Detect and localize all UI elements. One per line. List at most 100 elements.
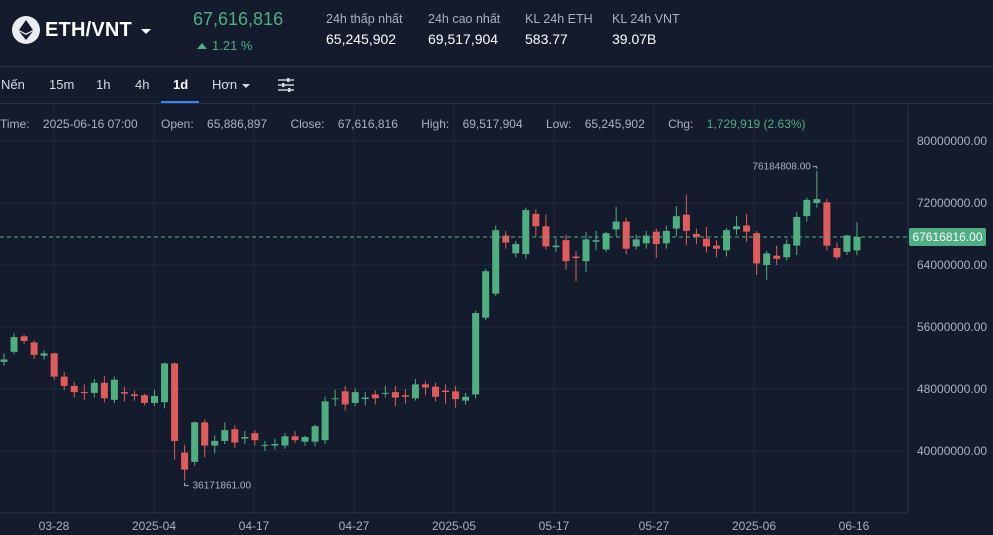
ohlc-open-value: 65,886,897: [207, 117, 268, 131]
ohlc-low: Low: 65,245,902: [546, 117, 655, 131]
candle-body: [502, 235, 510, 243]
ohlc-change: Chg: 1,729,919 (2.63%): [668, 117, 815, 131]
candle-body: [341, 391, 349, 405]
candle-body: [723, 230, 731, 251]
price-change: 1.21 %: [197, 38, 283, 53]
ohlc-close-value: 67,616,816: [337, 117, 398, 131]
candle-body: [0, 359, 8, 362]
last-price: 67,616,816: [193, 9, 284, 29]
candle-body: [542, 226, 550, 247]
candle-body: [672, 216, 680, 229]
candle-body: [110, 379, 118, 400]
stat-24h-low: 24h thấp nhất 65,245,902: [326, 12, 402, 47]
candle-body: [442, 390, 450, 393]
y-tick-label: 64000000.00: [917, 258, 987, 272]
candle-body: [60, 376, 68, 386]
stat-label: 24h thấp nhất: [326, 12, 403, 26]
stat-24h-high: 24h cao nhất 69,517,904: [428, 12, 500, 47]
ohlc-close-label: Close:: [290, 117, 325, 131]
candle-body: [592, 240, 600, 242]
price-change-pct: 1.21 %: [212, 38, 253, 53]
candle-body: [522, 209, 530, 255]
stat-value: 39.07B: [612, 31, 657, 47]
candle-body: [211, 440, 219, 446]
candle-body: [181, 452, 189, 470]
settings-sliders-icon[interactable]: [278, 78, 294, 92]
arrow-up-icon: [197, 42, 207, 49]
stat-label: 24h cao nhất: [428, 12, 501, 26]
ticker-header: ETH/VNT 67,616,816 1.21 % 24h thấp nhất …: [0, 0, 993, 67]
candle-body: [301, 437, 309, 442]
candle-body: [70, 385, 78, 393]
candle-body: [361, 397, 369, 400]
candle-body: [843, 235, 851, 252]
chevron-down-icon: [242, 83, 251, 88]
x-tick-label: 05-27: [639, 519, 670, 533]
max-price-label: 76184808.00: [752, 162, 811, 173]
pair-selector[interactable]: ETH/VNT: [12, 16, 151, 44]
candle-body: [291, 436, 299, 441]
candle-body: [311, 426, 319, 442]
tab-15m[interactable]: 15m: [49, 77, 75, 92]
candle-body: [281, 436, 289, 446]
candle-body: [261, 444, 269, 446]
candle-body: [161, 363, 169, 403]
candle-body: [251, 433, 259, 441]
candle-body: [171, 363, 179, 441]
candle-body: [552, 245, 560, 248]
candle-body: [432, 386, 440, 397]
candle-body: [783, 244, 791, 258]
candle-body: [702, 238, 710, 247]
ohlc-close: Close: 67,616,816: [290, 117, 407, 131]
tab-4h[interactable]: 4h: [135, 77, 150, 92]
candle-body: [50, 353, 58, 377]
y-tick-label: 48000000.00: [917, 382, 987, 396]
y-tick-label: 56000000.00: [917, 320, 987, 334]
candle-body: [90, 382, 98, 393]
candle-body: [512, 244, 520, 254]
candle-body: [20, 336, 28, 341]
ohlc-chg-value: 1,729,919 (2.63%): [706, 117, 806, 131]
more-timeframes-dropdown[interactable]: Hơn: [212, 77, 251, 92]
current-price-tag: [909, 227, 986, 246]
candle-body: [401, 395, 409, 397]
current-price-label: 67616816.00: [912, 230, 982, 244]
chevron-down-icon: [140, 29, 151, 34]
ohlc-open: Open: 65,886,897: [161, 117, 277, 131]
candle-body: [100, 382, 108, 399]
ohlc-high-value: 69,517,904: [462, 117, 523, 131]
x-tick-label: 04-17: [239, 519, 270, 533]
x-tick-label: 05-17: [539, 519, 570, 533]
candle-body: [221, 430, 229, 441]
x-tick-label: 2025-04: [132, 519, 176, 533]
tab-1d[interactable]: 1d: [173, 77, 189, 92]
candle-body: [482, 271, 490, 318]
min-price-label: 36171861.00: [193, 481, 252, 492]
candle-body: [391, 392, 399, 398]
timeframe-bar: Nến 15m 1h 4h 1d Hơn: [0, 67, 993, 104]
candle-body: [813, 199, 821, 203]
candle-body: [140, 395, 148, 403]
x-tick-label: 2025-06: [732, 519, 776, 533]
ohlc-high-label: High:: [421, 117, 450, 131]
candle-body: [130, 394, 138, 396]
ohlc-open-label: Open:: [161, 117, 194, 131]
ohlc-high: High: 69,517,904: [421, 117, 532, 131]
ohlc-time-value: 2025-06-16 07:00: [42, 117, 138, 131]
candle-body: [120, 392, 128, 394]
candle-body: [462, 396, 470, 401]
candle-body: [712, 245, 720, 249]
candle-body: [472, 313, 480, 395]
candle-body: [381, 392, 389, 394]
tab-candles[interactable]: Nến: [1, 77, 25, 92]
candle-body: [793, 216, 801, 246]
tab-1h[interactable]: 1h: [96, 77, 111, 92]
candle-body: [572, 256, 580, 259]
ohlc-legend: Time: 2025-06-16 07:00 Open: 65,886,897 …: [0, 117, 826, 131]
candle-body: [241, 437, 249, 439]
x-tick-label: 03-28: [39, 519, 70, 533]
candle-body: [191, 422, 199, 462]
candle-body: [421, 384, 429, 388]
candle-body: [231, 429, 239, 443]
